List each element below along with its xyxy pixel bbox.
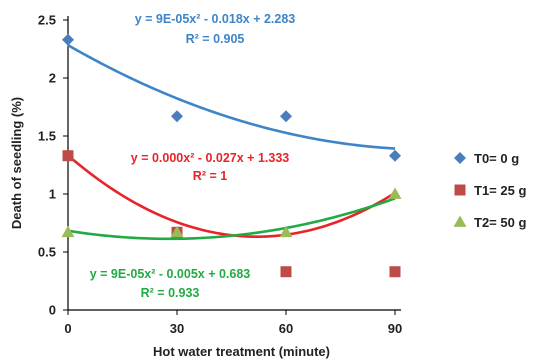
data-point-square [62,150,74,162]
data-point-square [389,266,401,278]
trend-equation-label: y = 9E-05x² - 0.005x + 0.683 [90,267,251,281]
legend-marker-triangle [453,215,467,227]
y-tick-label: 2.5 [38,13,56,28]
r-squared-label: R² = 1 [193,169,227,183]
trendlines [67,44,396,241]
trend-equation-label: y = 0.000x² - 0.027x + 1.333 [131,151,290,165]
x-tick-label: 60 [279,321,293,336]
y-tick-label: 2 [49,71,56,86]
legend-label: T0= 0 g [474,151,519,166]
r-squared-label: R² = 0.905 [186,32,245,46]
x-tick-label: 90 [388,321,402,336]
x-tick-label: 30 [170,321,184,336]
data-point-triangle [61,225,75,238]
y-axis-title: Death of seedling (%) [9,97,24,229]
legend-label: T1= 25 g [474,183,526,198]
legend-label: T2= 50 g [474,215,526,230]
axes: 0 0.5 1 1.5 2 2.5 0 30 60 90 [38,13,402,337]
legend: T0= 0 g T1= 25 g T2= 50 g [453,151,526,230]
trend-equation-label: y = 9E-05x² - 0.018x + 2.283 [135,12,296,26]
data-point-triangle [388,187,402,199]
legend-marker-diamond [454,152,466,164]
y-tick-label: 1.5 [38,129,56,144]
trendline-triangle [67,197,396,241]
legend-item: T2= 50 g [453,215,526,230]
y-tick-label: 0.5 [38,245,56,260]
r-squared-label: R² = 0.933 [141,286,200,300]
data-point-square [280,266,292,278]
data-point-diamond [171,110,183,123]
legend-item: T0= 0 g [454,151,519,166]
data-point-diamond [62,33,74,46]
trendline-square [67,154,396,238]
data-point-diamond [389,149,401,162]
trendline-diamond [67,44,396,150]
data-point-diamond [280,110,292,123]
data-point-triangle [279,225,293,238]
data-point-triangle [170,225,184,238]
y-tick-label: 0 [49,303,56,318]
y-tick-label: 1 [49,187,56,202]
data-markers [61,33,402,278]
trend-equations: y = 9E-05x² - 0.018x + 2.283 R² = 0.905 y … [90,12,296,300]
x-tick-label: 0 [64,321,71,336]
x-axis-title: Hot water treatment (minute) [153,344,330,359]
legend-item: T1= 25 g [454,183,526,198]
legend-marker-square [454,184,466,196]
